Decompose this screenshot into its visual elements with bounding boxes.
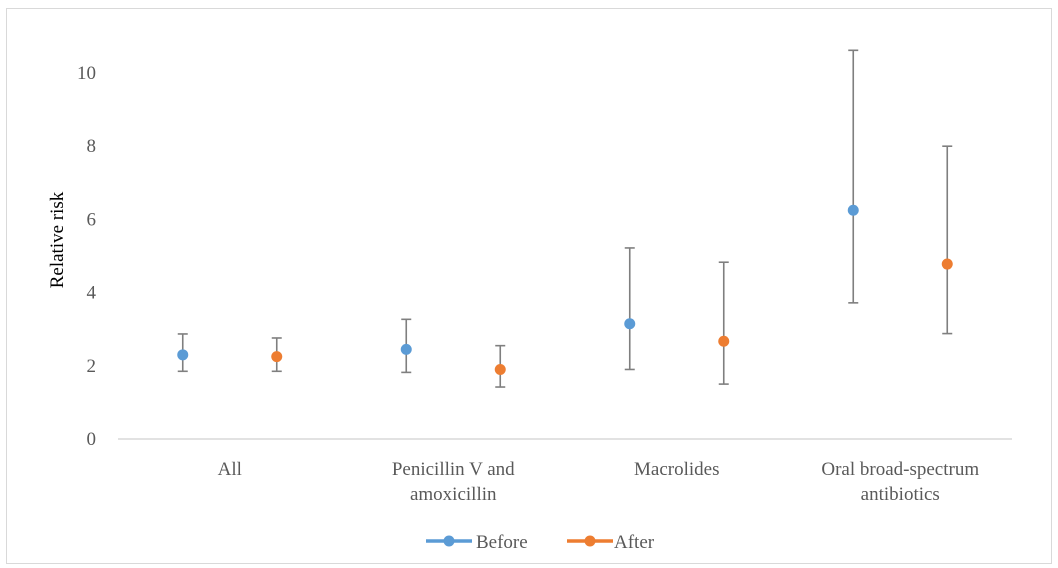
x-category-label-line: All [218,459,242,480]
y-axis-title: Relative risk [47,191,68,288]
y-tick-label: 0 [87,429,97,450]
x-category-label-line: antibiotics [861,484,940,505]
data-point-after [494,363,506,375]
data-points [177,204,953,375]
chart-frame [6,8,1052,564]
x-axis-categories: All Penicillin V and amoxicillin Macrolides… [218,459,980,505]
legend-item-before: Before [426,532,528,553]
data-point-before [400,343,412,355]
error-bar [624,247,635,371]
legend-marker [584,535,596,547]
data-point-after [941,258,953,270]
y-axis: 0 2 4 6 8 10 [77,63,97,450]
error-bars [177,49,953,388]
y-tick-label: 4 [87,283,97,304]
y-tick-label: 6 [87,209,97,230]
data-point-after [718,335,730,347]
data-point-after [271,351,283,363]
y-tick-label: 10 [77,63,96,84]
legend-label: Before [476,532,528,553]
x-category-label-line: amoxicillin [410,484,497,505]
y-tick-label: 8 [87,136,97,157]
x-category-label: Oral broad-spectrum antibiotics [821,459,979,505]
x-category-label-line: Oral broad-spectrum [821,459,979,480]
legend-label: After [614,532,655,553]
legend-marker [443,535,455,547]
error-bar [942,145,953,335]
x-category-label-line: Penicillin V and [392,459,515,480]
x-category-label: Macrolides [634,459,719,480]
error-bar [848,49,859,304]
legend-item-after: After [567,532,655,553]
data-point-before [847,204,859,216]
x-category-label: Penicillin V and amoxicillin [392,459,515,505]
error-bar [718,261,729,385]
y-tick-label: 2 [87,356,97,377]
x-category-label-line: Macrolides [634,459,719,480]
legend: Before After [426,532,655,553]
x-category-label: All [218,459,242,480]
data-point-before [177,349,189,361]
data-point-before [624,318,636,330]
